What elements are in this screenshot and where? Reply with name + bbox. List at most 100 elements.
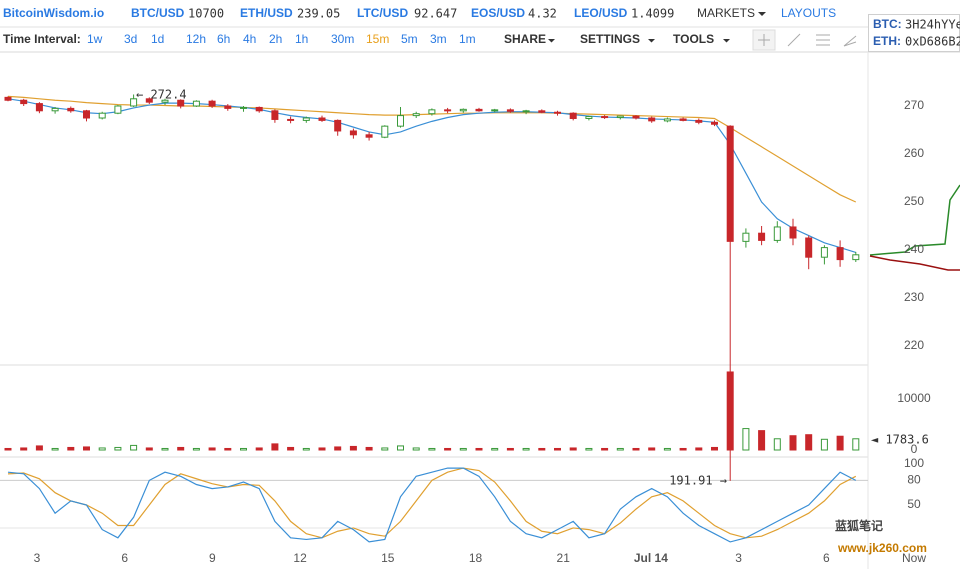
volume-bar	[506, 447, 514, 451]
osc-tick-label: 50	[907, 497, 921, 511]
x-tick-label: 15	[381, 551, 395, 565]
volume-bar	[255, 447, 263, 451]
volume-annotation: ◄ 1783.6	[871, 433, 929, 447]
volume-bar	[224, 447, 232, 451]
x-tick-label: Jul 14	[634, 551, 668, 565]
dropdown-caret	[548, 39, 555, 43]
brand[interactable]: BitcoinWisdom.io	[3, 6, 104, 20]
candle-body	[475, 108, 483, 112]
candle-body	[334, 119, 342, 132]
candle-body	[789, 226, 797, 239]
fib-icon[interactable]	[816, 34, 830, 46]
header-menu[interactable]: MARKETS	[697, 6, 755, 20]
osc-line	[7, 467, 857, 539]
volume-bar	[302, 447, 310, 451]
header-menu[interactable]: LAYOUTS	[781, 6, 836, 20]
interval-button[interactable]: 30m	[331, 32, 354, 46]
candle-body	[648, 117, 656, 122]
candle-body	[318, 117, 326, 121]
x-tick-label: 21	[557, 551, 571, 565]
candle-body	[4, 96, 12, 101]
volume-bar	[585, 447, 593, 451]
volume-bar	[208, 447, 216, 451]
header-bg	[0, 0, 960, 52]
candle-body	[177, 99, 185, 107]
candle-body	[145, 98, 153, 103]
low-annotation: 191.91 →	[669, 474, 727, 488]
candle-body	[585, 116, 593, 119]
volume-bar	[145, 447, 153, 451]
interval-button[interactable]: 1h	[295, 32, 308, 46]
volume-bar	[365, 446, 373, 451]
volume-bar	[318, 447, 326, 451]
x-tick-label: 12	[293, 551, 307, 565]
x-tick-label: 6	[823, 551, 830, 565]
x-tick-label: 3	[34, 551, 41, 565]
toolbar-menu[interactable]: SETTINGS	[580, 32, 640, 46]
volume-bar	[836, 435, 844, 451]
ticker-pair[interactable]: ETH/USD	[240, 6, 293, 20]
candle-body	[459, 108, 467, 112]
volume-bar	[334, 446, 342, 451]
interval-button[interactable]: 1m	[459, 32, 476, 46]
candle-body	[224, 105, 232, 109]
donate-coin: BTC:	[873, 17, 902, 31]
crosshair-icon[interactable]	[758, 34, 770, 46]
osc-line	[7, 467, 857, 543]
volume-bar	[726, 371, 734, 451]
volume-bar	[412, 447, 420, 451]
candle-body	[711, 121, 718, 125]
volume-bar	[444, 447, 452, 451]
depth-asks	[869, 255, 960, 271]
toolbar-menu[interactable]: TOOLS	[673, 32, 714, 46]
candle-body	[287, 118, 295, 121]
line-icon[interactable]	[787, 33, 801, 47]
candle-body	[836, 247, 844, 261]
interval-button[interactable]: 12h	[186, 32, 206, 46]
candle-body	[161, 99, 169, 103]
interval-button[interactable]: 1w	[87, 32, 103, 46]
drawing-tools[interactable]	[752, 29, 857, 51]
candle-body	[554, 111, 561, 114]
ticker-pair[interactable]: BTC/USD	[131, 6, 185, 20]
candle-body	[381, 125, 389, 138]
candle-body	[491, 109, 499, 112]
interval-button[interactable]: 3m	[430, 32, 447, 46]
volume-bar	[271, 443, 279, 451]
interval-button[interactable]: 4h	[243, 32, 256, 46]
candle-body	[522, 110, 530, 113]
volume-bar	[522, 447, 530, 451]
fan-icon[interactable]	[843, 35, 857, 47]
candle-body	[742, 232, 750, 242]
osc-tick-label: 100	[904, 456, 924, 470]
volume-bar	[554, 447, 561, 451]
volume-bar	[663, 447, 671, 451]
candle-body	[192, 100, 200, 107]
x-tick-label: 3	[735, 551, 742, 565]
volume-bar	[114, 446, 122, 451]
interval-button[interactable]: 6h	[217, 32, 230, 46]
candle-body	[679, 118, 687, 121]
interval-button[interactable]: 15m	[366, 32, 389, 46]
candle-body	[51, 107, 59, 112]
candle-body	[412, 113, 420, 117]
ticker-pair[interactable]: EOS/USD	[471, 6, 525, 20]
candle-body	[67, 107, 75, 112]
toolbar-menu[interactable]: SHARE	[504, 32, 546, 46]
ticker-pair[interactable]: LEO/USD	[574, 6, 628, 20]
ticker-price: 239.05	[297, 7, 340, 21]
interval-button[interactable]: 3d	[124, 32, 137, 46]
ticker-pair[interactable]: LTC/USD	[357, 6, 408, 20]
volume-tick-label: 0	[911, 442, 918, 456]
volume-bar	[4, 447, 12, 451]
candle-body	[20, 99, 28, 105]
volume-bar	[711, 446, 718, 451]
interval-button[interactable]: 1d	[151, 32, 164, 46]
candle-body	[444, 109, 452, 112]
interval-button[interactable]: 5m	[401, 32, 418, 46]
volume-bar	[538, 447, 546, 451]
interval-button[interactable]: 2h	[269, 32, 282, 46]
candle-body	[428, 109, 436, 115]
